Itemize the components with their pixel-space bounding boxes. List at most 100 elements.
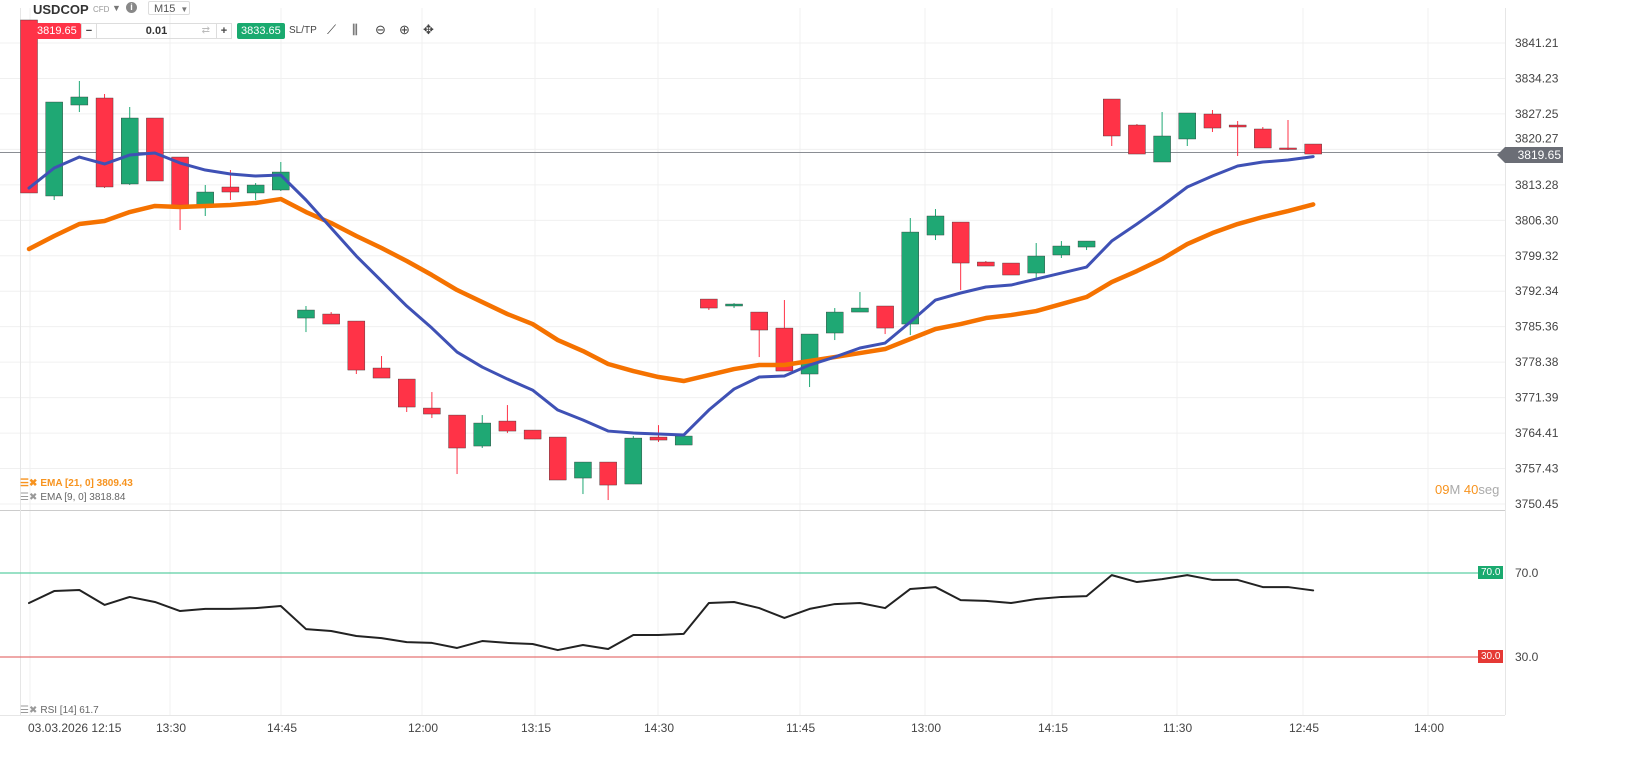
candlestick-icon[interactable]: ⫼ [352, 22, 358, 37]
sell-button[interactable]: 3819.65 [33, 23, 81, 39]
sltp-button[interactable]: SL/TP [289, 25, 317, 36]
candle-down [750, 311, 768, 331]
timeframe-value: M15 [154, 3, 176, 15]
rsi-line [28, 574, 1315, 652]
increase-button[interactable]: + [220, 25, 228, 37]
candle-up [297, 309, 315, 319]
candle-down [423, 407, 441, 415]
move-icon[interactable]: ✥ [423, 22, 434, 37]
quantity-input[interactable]: 0.01 ⇄ [96, 24, 217, 38]
candle-down [347, 320, 366, 371]
ema9-label: EMA [9, 0] 3818.84 [40, 492, 126, 503]
decrease-button[interactable]: − [85, 25, 93, 37]
rsi-legend[interactable]: ☰✖ RSI [14] 61.7 [20, 705, 99, 716]
y-tick-label: 3750.45 [1515, 497, 1559, 511]
buy-button[interactable]: 3833.65 [237, 23, 285, 39]
y-tick-label: 3771.39 [1515, 391, 1559, 405]
candle-down [1103, 98, 1121, 137]
candle-down [599, 461, 617, 486]
quantity-value: 0.01 [145, 25, 168, 37]
rsi-upper-tag: 70.0 [1478, 566, 1504, 579]
ema21-legend[interactable]: ☰✖ EMA [21, 0] 3809.43 [20, 478, 133, 489]
candle-up [926, 215, 945, 236]
candle-down [398, 378, 416, 408]
candle-down [1254, 128, 1272, 149]
x-tick-label: 12:45 [1289, 721, 1320, 735]
candle-up [725, 303, 743, 307]
x-tick-label: 14:45 [267, 721, 298, 735]
rsi-lower-tag: 30.0 [1478, 650, 1504, 663]
candles [20, 19, 1322, 501]
x-tick-label: 13:30 [156, 721, 187, 735]
candle-down [1228, 124, 1247, 128]
candle-up [246, 184, 265, 194]
x-tick-label: 14:00 [1414, 721, 1445, 735]
candle-down [1203, 113, 1222, 129]
x-tick-label: 12:00 [408, 721, 439, 735]
rsi-tick-label: 30.0 [1515, 650, 1539, 664]
candle-down [20, 19, 38, 194]
y-tick-label: 3827.25 [1515, 107, 1559, 121]
y-tick-label: 3799.32 [1515, 249, 1559, 263]
x-tick-label: 11:30 [1163, 721, 1193, 735]
x-tick-label: 11:45 [786, 721, 816, 735]
candle-down [146, 117, 164, 182]
line-chart-icon[interactable]: ⟋ [327, 22, 337, 37]
y-tick-label: 3757.43 [1515, 462, 1559, 476]
y-tick-label: 3813.28 [1515, 178, 1559, 192]
candle-up [624, 437, 643, 485]
candle-down [1279, 147, 1297, 150]
candle-up [121, 117, 139, 185]
countdown-minutes: 09 [1435, 482, 1450, 497]
symbol-dropdown-icon[interactable]: ▼ [112, 3, 121, 13]
x-tick-label: 14:30 [644, 721, 675, 735]
candle-down [448, 414, 466, 449]
candle-up [574, 461, 592, 479]
candle-down [549, 436, 567, 481]
info-icon[interactable]: i [126, 2, 137, 13]
settings-icon[interactable]: ☰✖ [20, 492, 38, 503]
quantity-stepper[interactable]: − 0.01 ⇄ + [81, 23, 232, 39]
candle-down [1128, 124, 1146, 155]
candle-down [775, 327, 794, 372]
swap-icon[interactable]: ⇄ [201, 25, 210, 36]
candle-up [851, 307, 869, 313]
candle-down [221, 186, 240, 193]
instrument-type: CFD [93, 5, 110, 14]
candle-up [1077, 240, 1096, 248]
countdown-min-unit: M [1449, 482, 1464, 497]
settings-icon[interactable]: ☰✖ [20, 478, 38, 489]
candle-up [45, 101, 63, 197]
candle-up [1027, 255, 1045, 274]
y-tick-label: 3792.34 [1515, 284, 1559, 298]
candle-down [95, 97, 114, 188]
ema21-label: EMA [21, 0] 3809.43 [40, 478, 133, 489]
settings-icon[interactable]: ☰✖ [20, 705, 38, 716]
candle-up [1153, 135, 1171, 163]
last-price-tag: 3819.65 [1497, 147, 1563, 163]
candle-up [901, 231, 919, 325]
candle-down [876, 305, 894, 329]
candle-down [649, 436, 668, 441]
y-tick-label: 3841.21 [1515, 36, 1559, 50]
y-tick-label: 3764.41 [1515, 426, 1559, 440]
countdown-sec-unit: seg [1478, 482, 1500, 497]
x-tick-label: 14:15 [1038, 721, 1069, 735]
rsi-tick-label: 70.0 [1515, 566, 1539, 580]
timeframe-select[interactable]: M15 ▼ [148, 1, 190, 15]
ema9-legend[interactable]: ☰✖ EMA [9, 0] 3818.84 [20, 492, 125, 503]
candle-up [196, 191, 214, 206]
candle-down [322, 313, 340, 325]
y-tick-label: 3806.30 [1515, 213, 1559, 227]
rsi-label: RSI [14] 61.7 [40, 705, 99, 716]
candle-up [70, 96, 89, 106]
candle-down [498, 420, 517, 432]
symbol-name[interactable]: USDCOP [33, 2, 89, 17]
candle-up [473, 422, 491, 447]
zoom-out-icon[interactable]: ⊖ [375, 22, 386, 37]
candle-down [977, 261, 995, 267]
zoom-in-icon[interactable]: ⊕ [399, 22, 410, 37]
countdown-seconds: 40 [1463, 482, 1479, 497]
candle-down [951, 221, 970, 264]
